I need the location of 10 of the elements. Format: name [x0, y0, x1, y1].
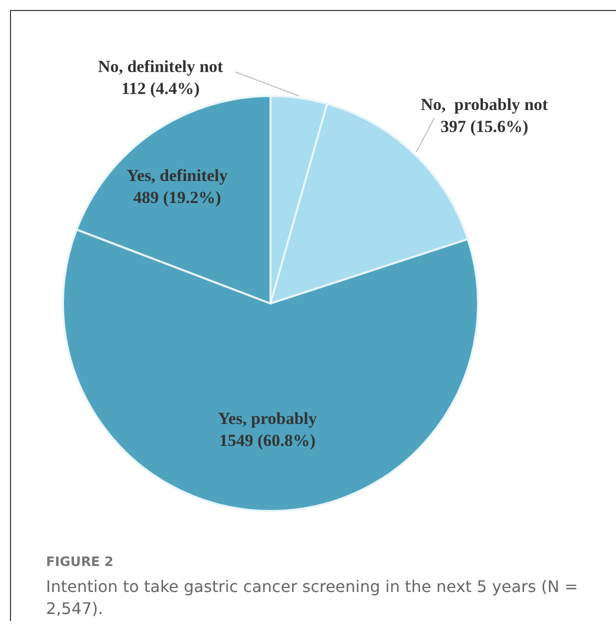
data-label: 397 (15.6%) [440, 116, 528, 136]
slice-label: No, probably not [420, 94, 548, 114]
slice-label: Yes, definitely [126, 166, 228, 186]
text: Intention to take gastric cancer screening in the next 5 years (N = 2,547). [46, 576, 579, 620]
data-label: 489 (19.2%) [133, 188, 222, 208]
slice-label: No, definitely not [98, 57, 224, 76]
data-label: 112 (4.4%) [121, 79, 200, 98]
slice-label: Yes, probably [218, 408, 318, 428]
data-label: 1549 (60.8%) [219, 430, 316, 450]
caption: FIGURE 2 [46, 555, 114, 570]
